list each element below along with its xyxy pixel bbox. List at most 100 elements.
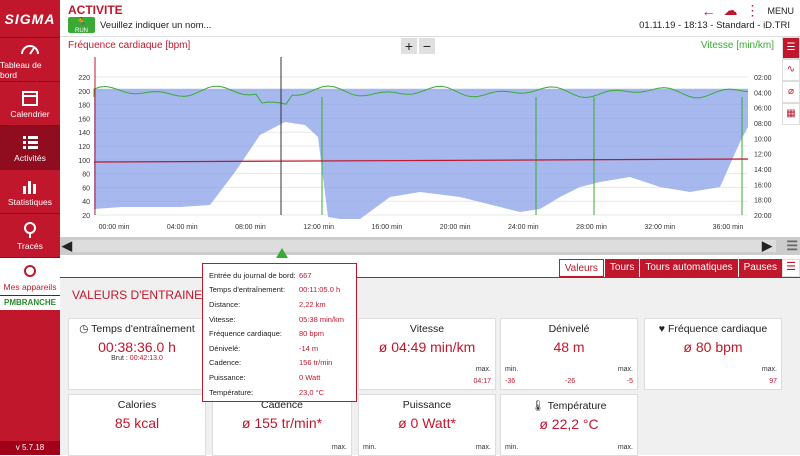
sidebar-item-label: Mes appareils: [3, 281, 57, 292]
tooltip-row: Puissance: 0 Watt: [209, 370, 350, 385]
version-label: v 5.7.18: [0, 441, 60, 455]
x-tick-label: 36:00 min: [713, 224, 744, 231]
card-temperature: 🌡 Température ø 22,2 °C min. max.: [500, 394, 638, 456]
card-cadence: Cadence ø 155 tr/min* max.: [212, 394, 352, 456]
tooltip-key: Cadence:: [209, 358, 242, 368]
card-power: Puissance ø 0 Watt* min. max.: [358, 394, 496, 456]
zoom-in-button[interactable]: +: [401, 38, 417, 54]
x-tick-label: 08:00 min: [235, 224, 266, 231]
avg-value: -26: [565, 378, 576, 385]
tooltip-key: Entrée du journal de bord:: [209, 270, 296, 280]
back-arrow-icon[interactable]: ←: [701, 2, 716, 19]
run-icon: 🏃 RUN: [68, 17, 95, 34]
timeline-scrollbar[interactable]: ◀ ▶ ☰: [60, 237, 800, 255]
sidebar-item-label: Statistiques: [8, 196, 52, 207]
tooltip-key: Vitesse:: [209, 314, 236, 324]
tooltip-row: Entrée du journal de bord: 667: [209, 268, 350, 283]
timeline-left-arrow-icon[interactable]: ◀: [62, 238, 72, 253]
right-tick-label: 02:00: [754, 75, 772, 82]
sidebar-item-statistics[interactable]: Statistiques: [0, 170, 60, 214]
sidebar-item-tracks[interactable]: Tracés: [0, 214, 60, 258]
left-tick-label: 160: [78, 116, 90, 123]
more-icon[interactable]: ⋮: [745, 2, 760, 18]
activity-name-input[interactable]: Veuillez indiquer un nom...: [100, 20, 212, 31]
tooltip-value: 156 tr/min: [299, 358, 333, 368]
average-icon[interactable]: ⌀: [782, 81, 800, 103]
tooltip-key: Temps d'entraînement:: [209, 285, 286, 295]
panel-title: VALEURS D'ENTRAINEMENT: [72, 288, 237, 302]
left-tick-label: 80: [82, 172, 90, 179]
min-label: min.: [505, 366, 519, 373]
speed-line: [93, 85, 749, 105]
tooltip-key: Fréquence cardiaque:: [209, 329, 282, 339]
tooltip-value: 00:11:05.0 h: [299, 285, 341, 295]
bar-chart-icon[interactable]: ▦: [782, 103, 800, 125]
right-tick-label: 12:00: [754, 152, 772, 159]
activity-chart[interactable]: 220 200 180 160 140 120 100 80 60 40 20 02:00 04:00 0…: [60, 37, 782, 237]
sidebar-item-label: Tableau de bord: [0, 59, 42, 80]
timeline-right-arrow-icon[interactable]: ▶: [762, 238, 772, 253]
menu-button[interactable]: MENU: [767, 5, 795, 16]
sidebar-item-devices[interactable]: Mes appareils: [0, 258, 60, 296]
brut-value: 00:42:13.0: [129, 355, 163, 362]
tooltip-key: Température:: [209, 387, 254, 397]
cloud-icon[interactable]: ☁: [723, 2, 738, 18]
sidebar-item-dashboard[interactable]: Tableau de bord: [0, 38, 60, 82]
branch-label: PMBRANCHE: [0, 296, 60, 310]
sidebar-item-label: Tracés: [17, 240, 43, 251]
tooltip-value: 2,22 km: [299, 299, 326, 309]
max-label: max.: [475, 366, 491, 373]
chart-area[interactable]: 220 200 180 160 140 120 100 80 60 40 20 02:00 04:00 0…: [60, 37, 782, 237]
tab-values[interactable]: Valeurs: [558, 259, 604, 277]
tab-laps[interactable]: Tours: [604, 259, 640, 277]
brut-label: Brut :: [111, 355, 128, 362]
card-title: Temps d'entraînement: [91, 323, 195, 335]
x-tick-label: 04:00 min: [167, 224, 198, 231]
calendar-icon: [22, 90, 38, 106]
sidebar-item-activities[interactable]: Activités: [0, 126, 60, 170]
list-icon: [23, 135, 38, 149]
max-value: 97: [769, 378, 777, 385]
tooltip-row: Temps d'entraînement: 00:11:05.0 h: [209, 283, 350, 298]
timeline-track[interactable]: [70, 240, 776, 252]
bar-chart-icon: [23, 180, 36, 194]
clock-icon: ◷: [79, 323, 89, 335]
tooltip-row: Cadence: 156 tr/min: [209, 356, 350, 371]
sidebar-item-calendar[interactable]: Calendrier: [0, 82, 60, 126]
tooltip-row: Dénivelé: -14 m: [209, 341, 350, 356]
left-tick-label: 180: [78, 103, 90, 110]
card-elevation: Dénivelé 48 m min. -36 -26 max. -5: [500, 318, 638, 390]
tooltip-value: 667: [299, 270, 312, 280]
card-title: Dénivelé: [548, 323, 590, 335]
tooltip-key: Puissance:: [209, 372, 246, 382]
header: ACTIVITE 🏃 RUN Veuillez indiquer un nom..…: [60, 0, 800, 37]
tab-auto-laps[interactable]: Tours automatiques: [640, 259, 738, 277]
zoom-out-button[interactable]: −: [419, 38, 435, 54]
timeline-menu-icon[interactable]: ☰: [786, 238, 798, 253]
card-title: Température: [547, 400, 607, 412]
left-tick-label: 40: [82, 199, 90, 206]
left-tick-label: 20: [82, 213, 90, 220]
min-label: min.: [505, 444, 519, 451]
tooltip-value: -14 m: [299, 343, 319, 353]
max-label: max.: [617, 366, 633, 373]
right-tick-label: 10:00: [754, 136, 772, 143]
right-tick-label: 20:00: [754, 213, 772, 220]
sigma-logo: SIGMA: [0, 0, 60, 38]
tab-pauses[interactable]: Pauses: [738, 259, 782, 277]
line-chart-icon[interactable]: ∿: [782, 59, 800, 81]
max-label: max.: [617, 444, 633, 451]
timeline-marker-icon[interactable]: [276, 248, 288, 258]
page-title: ACTIVITE: [68, 3, 123, 17]
tooltip-row: Fréquence cardiaque: 80 bpm: [209, 326, 350, 341]
max-value: 04:17: [473, 378, 491, 385]
thermometer-icon: 🌡: [531, 400, 545, 412]
list-icon[interactable]: ☰: [782, 37, 800, 59]
left-axis-title: Fréquence cardiaque [bpm]: [68, 40, 191, 51]
right-tick-label: 14:00: [754, 167, 772, 174]
left-tick-label: 120: [78, 144, 90, 151]
left-tick-label: 60: [82, 185, 90, 192]
x-tick-label: 32:00 min: [644, 224, 675, 231]
card-value: ø 04:49 min/km: [378, 339, 476, 355]
tabs-menu-icon[interactable]: ☰: [782, 259, 800, 277]
